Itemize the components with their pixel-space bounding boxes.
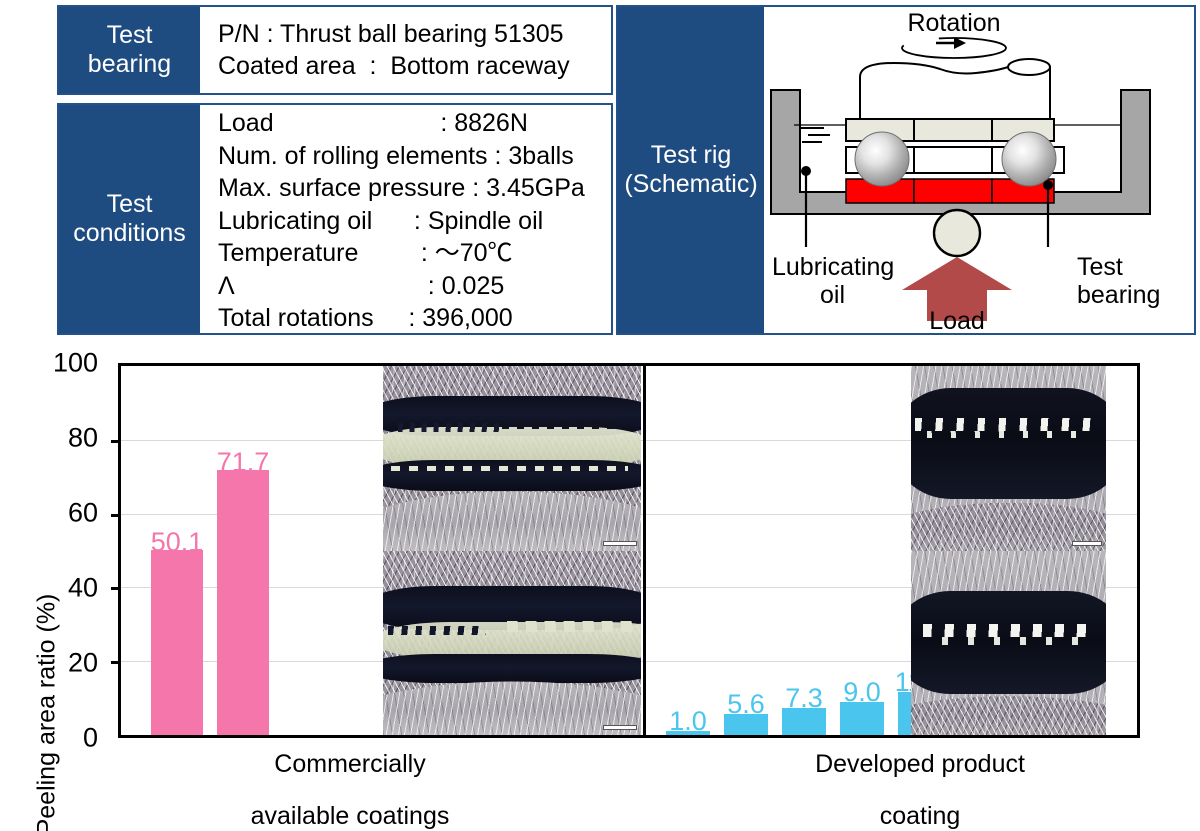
bar-developed-2[interactable]: [724, 714, 768, 735]
bar-value-commercial-2: 71.7: [216, 447, 270, 478]
bar-slot-commercial-1[interactable]: 50.1: [151, 366, 203, 735]
test-bearing-annot-line1: Test: [1077, 253, 1123, 281]
tickmark-20: [111, 661, 121, 665]
y-tick-40: 40: [67, 572, 98, 603]
load-arrow-icon: [902, 257, 1012, 321]
micrograph-commercial-2: [383, 550, 641, 735]
test-rig-schematic: Rotation Lubricating oil Test bearing Lo…: [764, 7, 1194, 333]
plot-area: 50.1 71.7: [111, 363, 1140, 738]
test-bearing-annot-line2: bearing: [1077, 281, 1160, 309]
test-conditions-box: Test conditions Load : 8826N Num. of rol…: [57, 103, 613, 335]
bar-commercial-2[interactable]: [217, 470, 269, 735]
photo-panel-developed: [911, 366, 1106, 735]
y-tick-80: 80: [67, 422, 98, 453]
bar-value-developed-3: 7.3: [785, 683, 823, 714]
bar-value-developed-1: 1.0: [669, 706, 707, 737]
test-bearing-label-line2: bearing: [87, 50, 172, 78]
bar-slot-developed-3[interactable]: 7.3: [782, 366, 826, 735]
spindle-body: [859, 61, 1051, 126]
bar-value-developed-2: 5.6: [727, 689, 765, 720]
bars-group-developed: 1.0 5.6 7.3 9.0 11.7: [666, 366, 946, 735]
bar-commercial-1[interactable]: [151, 550, 203, 735]
lubricating-oil-label-line1: Lubricating: [772, 253, 894, 281]
x-label-developed-line2: coating: [879, 802, 961, 830]
test-rig-label-line1: Test rig: [650, 140, 732, 169]
test-rig-label-line2: (Schematic): [624, 170, 758, 198]
tickmark-40: [111, 587, 121, 591]
peeling-area-chart: Peeling area ratio (%) 100 80 60 40 20 0: [0, 345, 1200, 831]
y-tick-20: 20: [67, 647, 98, 678]
rotation-label: Rotation: [907, 9, 1000, 37]
y-tick-100: 100: [52, 347, 98, 378]
x-label-commercial-line2: available coatings: [250, 802, 450, 830]
rotation-arrow-head: [954, 37, 966, 49]
test-conditions-row-temperature: Temperature : ～70℃: [218, 239, 513, 268]
test-bearing-box: Test bearing P/N : Thrust ball bearing 5…: [57, 5, 613, 95]
micrograph-commercial-1: [383, 366, 641, 551]
rolling-ball-right: [1001, 131, 1057, 187]
test-conditions-row-load: Load : 8826N: [218, 109, 528, 138]
housing: [770, 89, 1151, 215]
micrograph-developed-1: [911, 366, 1106, 551]
test-bearing-row-coated-area: Coated area : Bottom raceway: [218, 52, 570, 80]
test-conditions-row-rolling-elements: Num. of rolling elements : 3balls: [218, 141, 574, 170]
micrograph-developed-2: [911, 550, 1106, 735]
y-axis-ticks: 100 80 60 40 20 0: [38, 345, 98, 765]
y-tick-0: 0: [82, 722, 98, 753]
tickmark-60: [111, 513, 121, 517]
tickmark-80: [111, 439, 121, 443]
test-rig-box: Test rig (Schematic): [616, 5, 1196, 335]
bar-value-commercial-1: 50.1: [150, 527, 204, 558]
test-conditions-label-line2: conditions: [73, 219, 186, 247]
bar-value-developed-4: 9.0: [843, 676, 881, 707]
test-bearing-label: Test bearing: [59, 7, 200, 93]
bar-developed-4[interactable]: [840, 701, 884, 735]
test-conditions-label: Test conditions: [59, 105, 200, 333]
test-conditions-label-line1: Test: [106, 189, 153, 218]
bar-slot-developed-4[interactable]: 9.0: [840, 366, 884, 735]
bar-developed-3[interactable]: [782, 708, 826, 735]
test-conditions-row-lubricating-oil: Lubricating oil : Spindle oil: [218, 206, 544, 235]
test-conditions-row-max-surface-pressure: Max. surface pressure : 3.45GPa: [218, 174, 585, 203]
test-conditions-row-total-rotations: Total rotations : 396,000: [218, 304, 513, 333]
test-rig-label: Test rig (Schematic): [618, 7, 764, 333]
top-raceway: [845, 118, 1055, 142]
test-conditions-body: Load : 8826N Num. of rolling elements : …: [200, 105, 611, 333]
group-divider: [643, 366, 646, 735]
load-plunger: [932, 208, 982, 258]
bar-slot-developed-2[interactable]: 5.6: [724, 366, 768, 735]
lubricating-oil-label-line2: oil: [820, 281, 845, 309]
bar-slot-developed-1[interactable]: 1.0: [666, 366, 710, 735]
bar-developed-1[interactable]: [666, 731, 710, 735]
rig-svg: Rotation Lubricating oil Test bearing Lo…: [770, 9, 1160, 333]
x-label-developed-line1: Developed product: [815, 750, 1025, 778]
load-label: Load: [929, 307, 985, 333]
bars-group-commercial: 50.1 71.7: [151, 366, 381, 735]
test-bearing-body: P/N : Thrust ball bearing 51305 Coated a…: [200, 7, 611, 93]
photo-panel-commercial: [383, 366, 641, 735]
test-bearing-label-line1: Test: [106, 20, 153, 49]
rolling-ball-left: [854, 131, 910, 187]
test-bearing-row-pn: P/N : Thrust ball bearing 51305: [218, 19, 564, 48]
spindle-top-ellipse: [1007, 58, 1051, 76]
y-tick-60: 60: [67, 497, 98, 528]
x-label-commercial-line1: Commercially: [274, 750, 426, 778]
bar-slot-commercial-2[interactable]: 71.7: [217, 366, 269, 735]
test-conditions-row-lambda: Λ : 0.025: [218, 271, 505, 300]
